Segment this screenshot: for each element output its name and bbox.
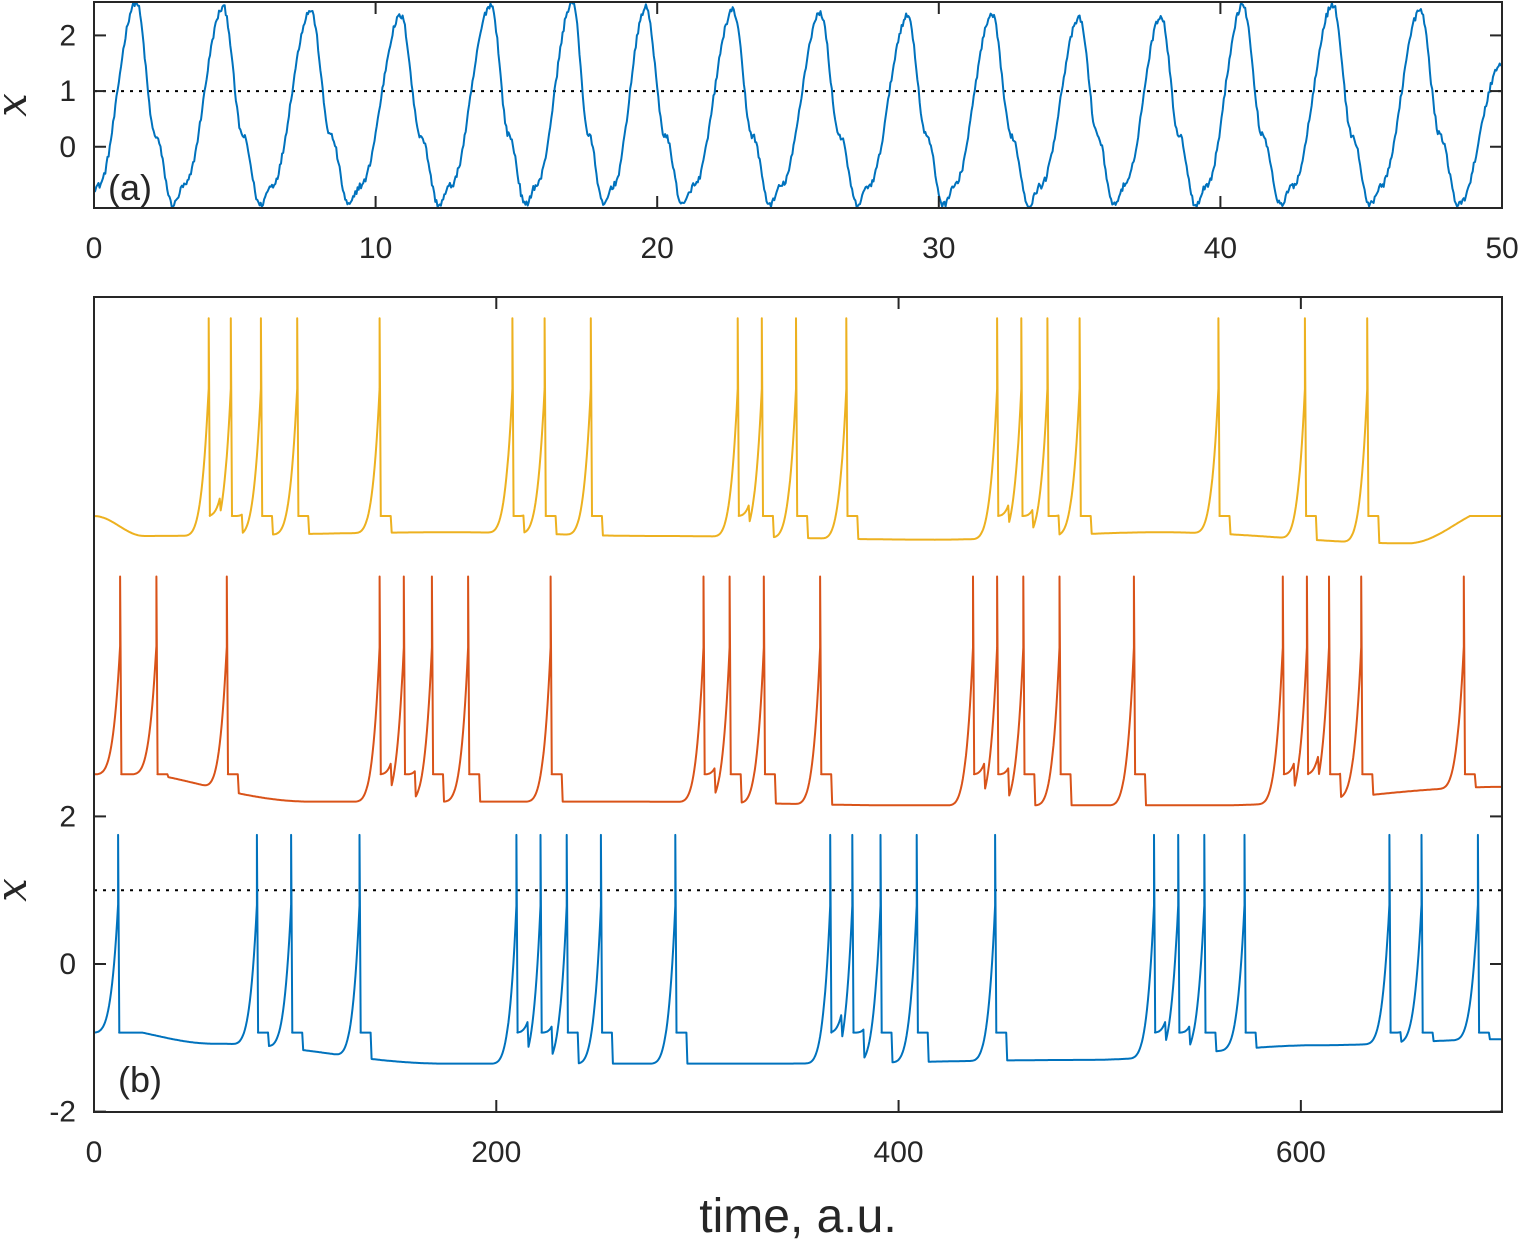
panel-a-xtick-label: 20 bbox=[641, 232, 674, 265]
panel-b-ylabel: x bbox=[0, 878, 36, 902]
panel-b-xtick-label: 600 bbox=[1276, 1136, 1326, 1169]
panel-a-chart: 0 10 20 30 40 50 0 1 2 x (a) bbox=[0, 1, 1519, 265]
panel-b-series-1 bbox=[93, 833, 1502, 1065]
panel-b-xtick-label: 0 bbox=[86, 1136, 103, 1169]
panel-a-xtick-label: 50 bbox=[1485, 232, 1518, 265]
panel-a-ytick-label: 2 bbox=[59, 19, 76, 52]
panel-a-xtick-label: 0 bbox=[86, 232, 103, 265]
panel-b-xlabel: time, a.u. bbox=[699, 1190, 896, 1243]
panel-a-ylabel: x bbox=[0, 93, 36, 117]
panel-a-label: (a) bbox=[108, 167, 152, 208]
panel-a-xtick-label: 40 bbox=[1204, 232, 1237, 265]
panel-b-series-3 bbox=[93, 317, 1502, 545]
panel-b-xtick-label: 200 bbox=[471, 1136, 521, 1169]
panel-b-ytick-label: 2 bbox=[59, 800, 76, 833]
panel-b-axes-frame bbox=[93, 296, 1503, 1113]
panel-b-ytick-label: -2 bbox=[49, 1096, 76, 1129]
panel-a-ytick-label: 0 bbox=[59, 131, 76, 164]
panel-b-chart: 0 200 400 600 -2 0 2 x (b) time, a.u. bbox=[0, 296, 1503, 1243]
panel-a-xtick-label: 30 bbox=[922, 232, 955, 265]
panel-a-series-x bbox=[93, 1, 1503, 208]
panel-a-xtick-label: 10 bbox=[359, 232, 392, 265]
panel-b-label: (b) bbox=[118, 1059, 162, 1100]
panel-a-axes-frame bbox=[93, 1, 1503, 209]
panel-b-xtick-label: 400 bbox=[874, 1136, 924, 1169]
panel-a-ytick-label: 1 bbox=[59, 75, 76, 108]
panel-b-ytick-label: 0 bbox=[59, 948, 76, 981]
panel-b-series-2 bbox=[94, 575, 1502, 807]
